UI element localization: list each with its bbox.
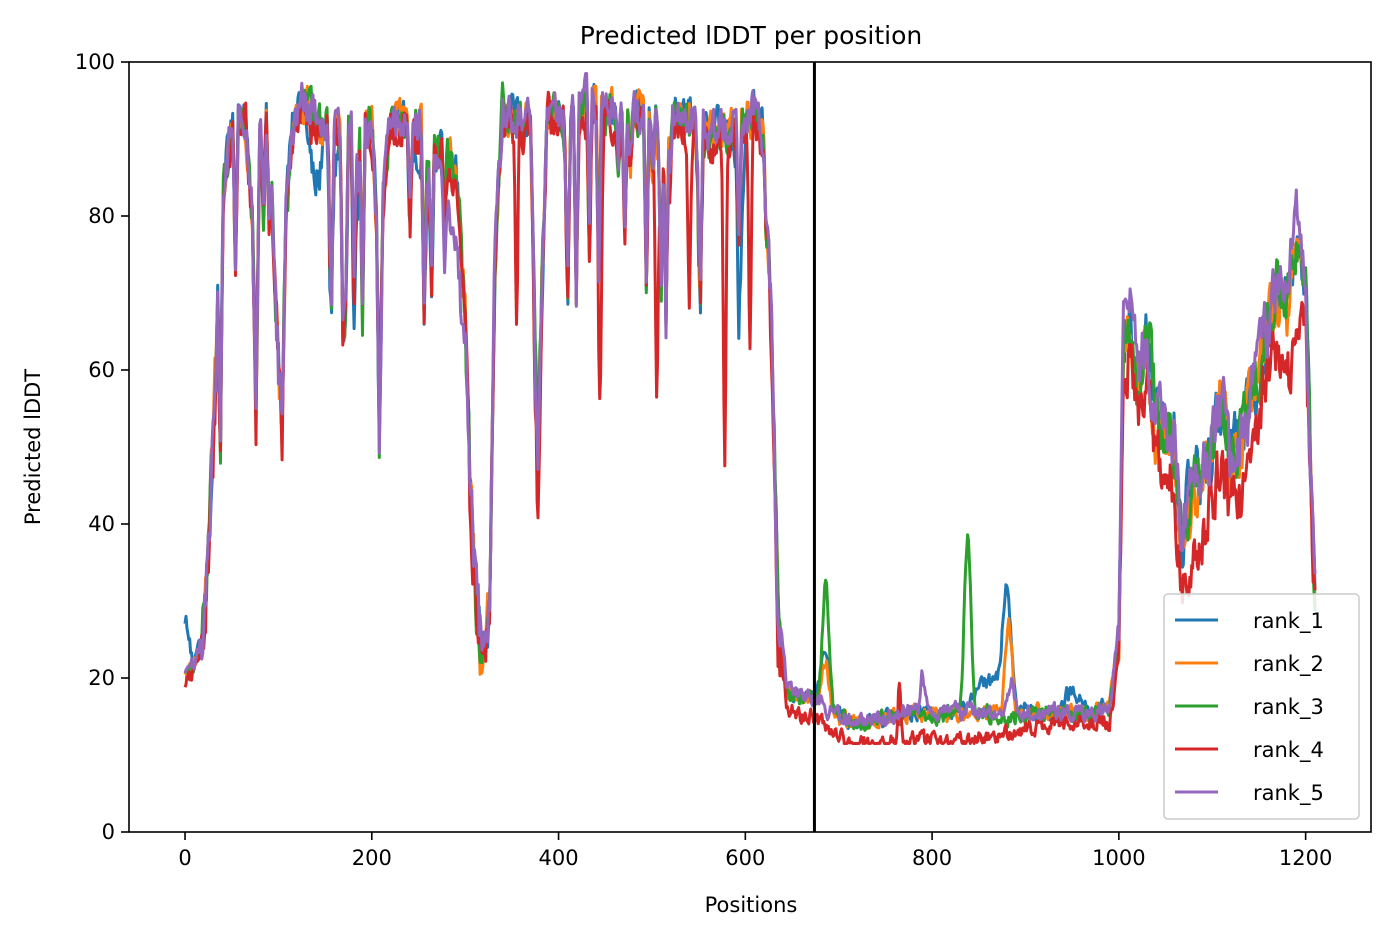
x-tick-label: 1200 [1279,846,1332,870]
x-axis-ticks: 0 200 400 600 800 1000 1200 [178,832,1332,870]
y-tick-label: 100 [75,50,115,74]
chart-title: Predicted lDDT per position [580,21,922,50]
x-tick-label: 400 [539,846,579,870]
y-axis-label: Predicted lDDT [21,369,45,525]
x-axis-label: Positions [705,893,798,917]
legend-label: rank_5 [1253,781,1324,806]
series-line-rank_5 [183,72,1317,728]
x-tick-label: 200 [352,846,392,870]
y-axis-ticks: 0 20 40 60 80 100 [75,50,129,844]
x-tick-label: 600 [725,846,765,870]
legend-label: rank_4 [1253,738,1324,763]
legend: rank_1 rank_2 rank_3 rank_4 rank_5 [1163,593,1360,820]
legend-label: rank_1 [1253,609,1324,634]
y-tick-label: 0 [102,820,115,844]
legend-label: rank_2 [1253,652,1324,677]
plot-frame [128,61,1372,833]
x-tick-label: 1000 [1092,846,1145,870]
y-tick-label: 60 [88,358,115,382]
y-tick-label: 40 [88,512,115,536]
x-tick-label: 800 [912,846,952,870]
y-tick-label: 20 [88,666,115,690]
series-layer [183,72,1317,745]
x-tick-label: 0 [178,846,191,870]
y-tick-label: 80 [88,204,115,228]
legend-box [1163,593,1360,820]
legend-label: rank_3 [1253,695,1324,720]
